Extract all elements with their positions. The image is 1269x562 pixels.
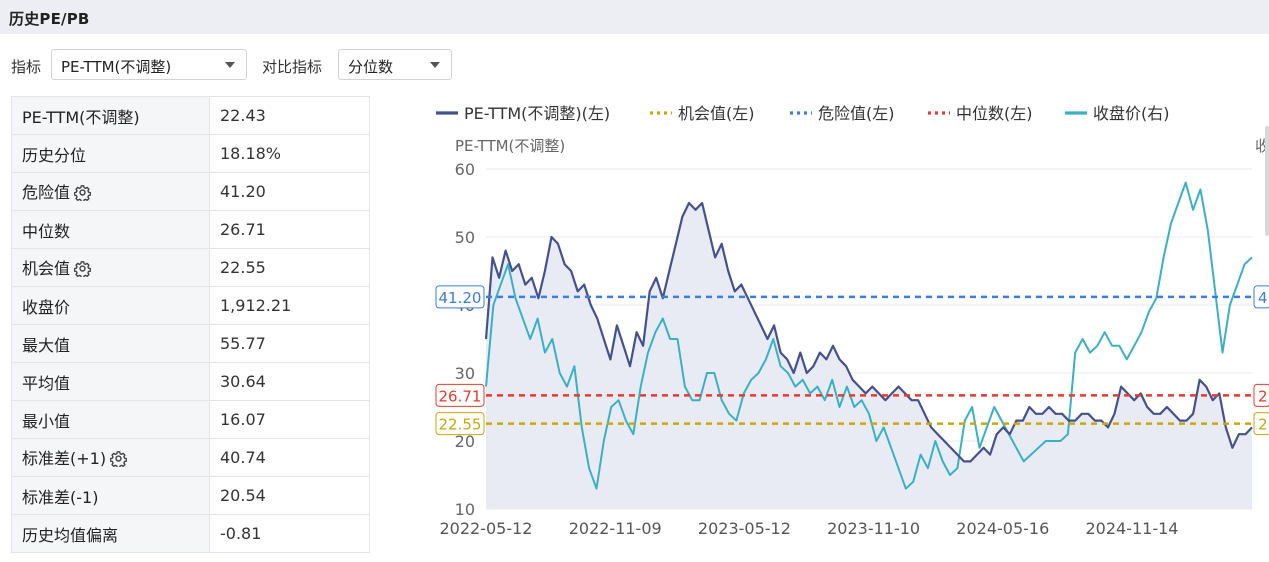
legend-label: 机会值(左) xyxy=(678,104,755,123)
pe-line xyxy=(484,201,1253,463)
reference-right-label: 2 xyxy=(1258,387,1268,405)
chevron-down-icon xyxy=(225,62,235,68)
pe-chart-svg[interactable]: PE-TTM(不调整)(左) 机会值(左) 危险值(左) 中位数(左) 收盘价(右) PE… xyxy=(380,96,1269,562)
stats-value: 41.20 xyxy=(209,172,370,211)
stats-label: 历史均值偏离 xyxy=(22,525,119,545)
section-header: 历史PE/PB xyxy=(0,0,1269,34)
stats-label: 历史分位 xyxy=(22,145,87,165)
stats-row: 历史分位 18.18% xyxy=(11,134,370,173)
close-price-line xyxy=(485,181,1253,490)
stats-row: 标准差(-1) 20.54 xyxy=(11,476,370,515)
stats-label-cell: 中位数 xyxy=(11,210,210,249)
y-axis-title: PE-TTM(不调整) xyxy=(455,137,565,155)
chevron-down-icon xyxy=(430,62,440,68)
stats-value: 22.55 xyxy=(209,248,370,287)
stats-row: 历史均值偏离 -0.81 xyxy=(11,514,370,553)
stats-label-cell: 历史均值偏离 xyxy=(11,514,210,553)
reference-right-box xyxy=(1253,285,1269,309)
stats-label-cell: 机会值 xyxy=(11,248,210,287)
stats-row: 收盘价 1,912.21 xyxy=(11,286,370,325)
stats-value: 30.64 xyxy=(209,362,370,401)
stats-row: 标准差(+1) 40.74 xyxy=(11,438,370,477)
stats-row: 中位数 26.71 xyxy=(11,210,370,249)
reference-label-box xyxy=(435,383,485,407)
stats-label-cell: 标准差(-1) xyxy=(11,476,210,515)
stats-label-cell: 平均值 xyxy=(11,362,210,401)
x-tick-label: 2022-11-09 xyxy=(569,519,662,538)
stats-label: PE-TTM(不调整) xyxy=(22,107,140,127)
stats-label-cell: 危险值 xyxy=(11,172,210,211)
reference-label: 26.71 xyxy=(439,387,482,405)
stats-value: 26.71 xyxy=(209,210,370,249)
compare-label: 对比指标 xyxy=(262,58,323,76)
scrollbar[interactable] xyxy=(1265,126,1269,236)
stats-label-cell: PE-TTM(不调整) xyxy=(11,96,210,135)
stats-row: 平均值 30.64 xyxy=(11,362,370,401)
legend-label: 收盘价(右) xyxy=(1093,104,1170,123)
stats-value: 1,912.21 xyxy=(209,286,370,325)
y-tick-label: 30 xyxy=(455,364,475,383)
x-tick-label: 2024-11-14 xyxy=(1086,519,1179,538)
reference-label: 41.20 xyxy=(439,289,482,307)
stats-label: 最小值 xyxy=(22,411,71,431)
section-title: 历史PE/PB xyxy=(9,10,90,28)
stats-label-cell: 最小值 xyxy=(11,400,210,439)
stats-value: -0.81 xyxy=(209,514,370,553)
stats-label-cell: 标准差(+1) xyxy=(11,438,210,477)
pe-area xyxy=(486,203,1252,509)
stats-label: 收盘价 xyxy=(22,297,71,317)
stats-value: 16.07 xyxy=(209,400,370,439)
reference-right-label: 2 xyxy=(1258,416,1268,434)
metric-select[interactable]: PE-TTM(不调整) xyxy=(51,49,247,80)
compare-select[interactable]: 分位数 xyxy=(338,49,452,80)
stats-row: 最小值 16.07 xyxy=(11,400,370,439)
stats-label-cell: 最大值 xyxy=(11,324,210,363)
stats-value: 55.77 xyxy=(209,324,370,363)
y-tick-label: 20 xyxy=(455,432,475,451)
x-tick-label: 2023-11-10 xyxy=(827,519,920,538)
x-tick-label: 2023-05-12 xyxy=(698,519,791,538)
x-tick-label: 2024-05-16 xyxy=(956,519,1049,538)
metric-label: 指标 xyxy=(11,58,42,76)
pe-chart[interactable]: PE-TTM(不调整)(左) 机会值(左) 危险值(左) 中位数(左) 收盘价(右) PE… xyxy=(380,96,1269,562)
gear-icon[interactable] xyxy=(109,450,128,471)
reference-right-box xyxy=(1253,383,1269,407)
legend-label: PE-TTM(不调整)(左) xyxy=(464,104,610,123)
stats-row: 危险值 41.20 xyxy=(11,172,370,211)
reference-label: 22.55 xyxy=(439,416,482,434)
stats-label: 最大值 xyxy=(22,335,71,355)
stats-row: 机会值 22.55 xyxy=(11,248,370,287)
y-tick-label: 60 xyxy=(455,160,475,179)
gear-icon[interactable] xyxy=(73,184,92,205)
stats-label-cell: 历史分位 xyxy=(11,134,210,173)
reference-right-box xyxy=(1253,412,1269,436)
stats-label: 中位数 xyxy=(22,221,71,241)
stats-row: PE-TTM(不调整) 22.43 xyxy=(11,96,370,135)
stats-value: 22.43 xyxy=(209,96,370,135)
stats-table: PE-TTM(不调整) 22.43 历史分位 18.18% 危险值 41.20 中位数 26.… xyxy=(11,96,370,553)
toolbar: 指标 PE-TTM(不调整) 对比指标 分位数 xyxy=(0,48,600,82)
stats-value: 18.18% xyxy=(209,134,370,173)
y-tick-label: 10 xyxy=(455,500,475,519)
stats-label-cell: 收盘价 xyxy=(11,286,210,325)
stats-label: 平均值 xyxy=(22,373,71,393)
compare-select-value: 分位数 xyxy=(348,58,394,76)
x-tick-label: 2022-05-12 xyxy=(440,519,533,538)
legend-label: 中位数(左) xyxy=(956,104,1033,123)
metric-select-value: PE-TTM(不调整) xyxy=(61,58,172,76)
reference-right-label: 4 xyxy=(1258,289,1268,307)
y-tick-label: 50 xyxy=(455,228,475,247)
stats-label: 机会值 xyxy=(22,258,71,278)
stats-label: 标准差(+1) xyxy=(22,448,107,468)
stats-label: 标准差(-1) xyxy=(22,487,99,507)
reference-label-box xyxy=(435,412,485,436)
gear-icon[interactable] xyxy=(73,260,92,281)
stats-row: 最大值 55.77 xyxy=(11,324,370,363)
stats-value: 20.54 xyxy=(209,476,370,515)
stats-value: 40.74 xyxy=(209,438,370,477)
legend-label: 危险值(左) xyxy=(818,104,895,123)
reference-label-box xyxy=(435,285,485,309)
stats-label: 危险值 xyxy=(22,182,71,202)
